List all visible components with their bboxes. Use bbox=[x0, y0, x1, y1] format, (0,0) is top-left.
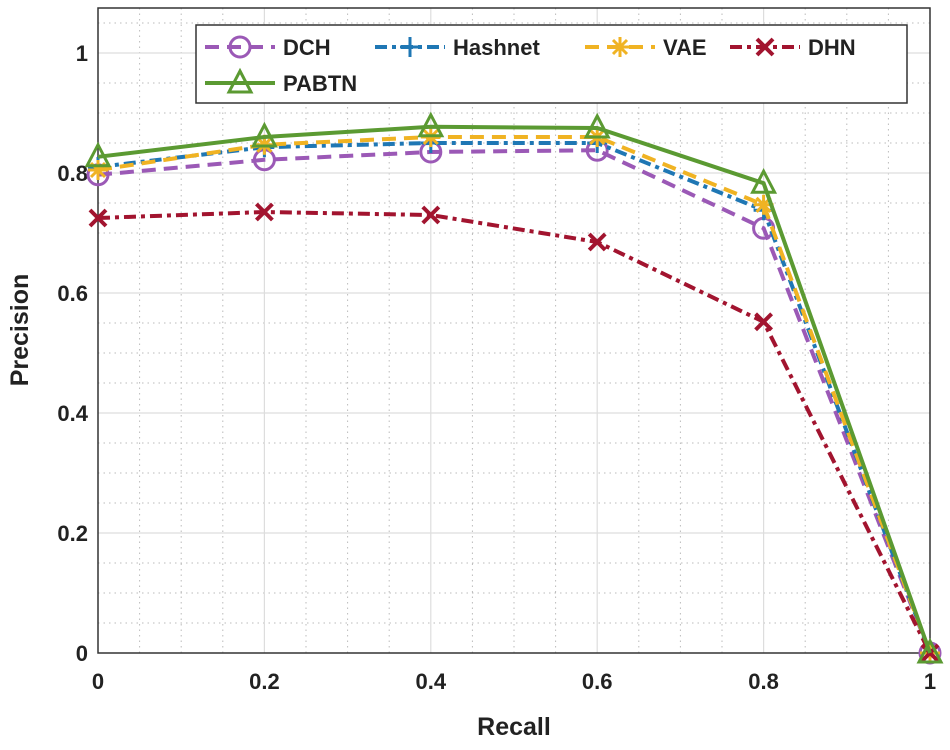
legend: DCH Hashnet VAE DHN PABTN bbox=[195, 24, 908, 104]
y-tick-label: 0.4 bbox=[57, 401, 88, 426]
triangle-marker bbox=[417, 111, 445, 138]
y-tick-label: 0.2 bbox=[57, 521, 88, 546]
x-tick-label: 0.2 bbox=[249, 669, 280, 694]
asterisk-marker bbox=[88, 160, 108, 180]
legend-item-hashnet: Hashnet bbox=[375, 35, 540, 60]
y-tick-label: 0 bbox=[76, 641, 88, 666]
triangle-marker bbox=[916, 637, 944, 664]
legend-label: VAE bbox=[663, 35, 707, 60]
asterisk-marker bbox=[610, 37, 630, 57]
legend-label: PABTN bbox=[283, 71, 357, 96]
triangle-marker bbox=[250, 121, 278, 148]
legend-label: Hashnet bbox=[453, 35, 540, 60]
grid bbox=[98, 8, 930, 653]
x-tick-label: 0.4 bbox=[416, 669, 447, 694]
legend-label: DCH bbox=[283, 35, 331, 60]
triangle-marker bbox=[226, 67, 254, 94]
circle-marker bbox=[228, 35, 252, 59]
x-marker bbox=[587, 232, 607, 252]
series-line bbox=[97, 124, 932, 654]
series-group bbox=[84, 111, 944, 665]
x-marker bbox=[421, 205, 441, 225]
plot-area-border bbox=[97, 7, 931, 654]
asterisk-marker bbox=[753, 194, 774, 215]
series-pabtn bbox=[84, 111, 944, 664]
series-dch bbox=[86, 138, 942, 665]
x-tick-label: 0.8 bbox=[748, 669, 779, 694]
x-tick-label: 1 bbox=[924, 669, 936, 694]
tick-labels: 0 0.2 0.4 0.6 0.8 1 0 0.2 0.4 0.6 0.8 1 bbox=[57, 41, 936, 694]
legend-item-dhn: DHN bbox=[730, 35, 856, 60]
triangle-marker bbox=[84, 141, 112, 168]
legend-item-dch: DCH bbox=[205, 35, 331, 60]
plus-marker bbox=[400, 37, 420, 57]
legend-box bbox=[195, 24, 908, 104]
legend-label: DHN bbox=[808, 35, 856, 60]
x-tick-label: 0 bbox=[92, 669, 104, 694]
x-marker bbox=[88, 208, 108, 228]
triangle-marker bbox=[750, 167, 778, 194]
series-line bbox=[97, 141, 932, 654]
y-axis-label: Precision bbox=[6, 274, 34, 387]
series-line bbox=[97, 135, 932, 654]
x-tick-label: 0.6 bbox=[582, 669, 613, 694]
legend-item-pabtn: PABTN bbox=[205, 67, 357, 96]
triangle-marker bbox=[583, 112, 611, 139]
x-axis-label: Recall bbox=[477, 713, 551, 741]
legend-item-vae: VAE bbox=[585, 35, 707, 60]
y-tick-label: 1 bbox=[76, 41, 88, 66]
y-tick-label: 0.8 bbox=[57, 161, 88, 186]
series-line bbox=[97, 209, 932, 654]
x-marker bbox=[254, 202, 274, 222]
y-tick-label: 0.6 bbox=[57, 281, 88, 306]
x-marker bbox=[754, 312, 774, 332]
x-marker bbox=[755, 37, 775, 57]
series-line bbox=[97, 148, 932, 654]
